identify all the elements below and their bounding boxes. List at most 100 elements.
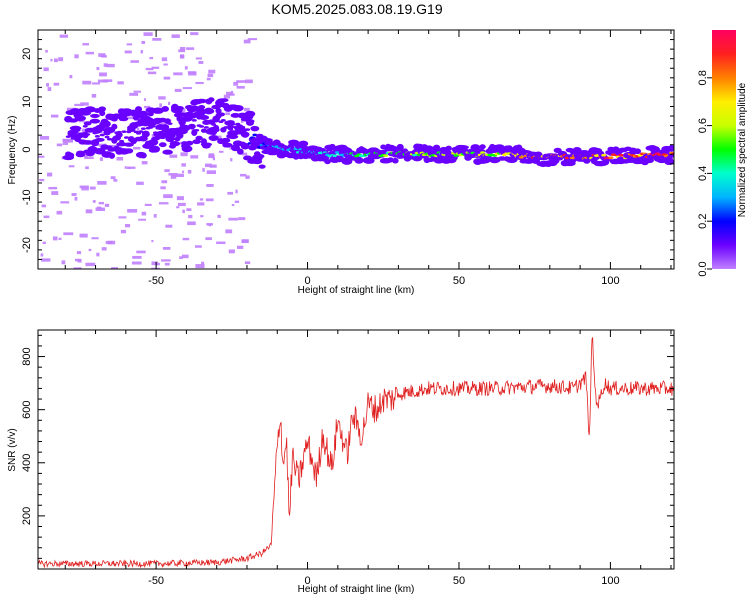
ridge-cell-outer <box>230 113 241 118</box>
noise-cell <box>83 153 88 158</box>
spectrogram-frame <box>37 29 675 270</box>
ridge-cell-outer <box>335 155 345 163</box>
noise-cell <box>62 138 72 142</box>
ridge-cell-core <box>194 128 200 132</box>
snr-panel: -50 0 50 100 200 400 600 800 Height of straigh… <box>7 329 675 595</box>
spectrogram-y-tick-label: 20 <box>21 48 33 60</box>
noise-cell <box>74 54 79 59</box>
noise-cell <box>243 39 251 44</box>
snr-y-ticks: 200 400 600 800 <box>21 334 674 570</box>
noise-cell <box>164 262 170 266</box>
ridge-cell-core <box>75 128 81 132</box>
noise-cell <box>205 237 212 241</box>
snr-frame <box>37 329 675 570</box>
noise-cell <box>182 87 192 90</box>
noise-cell <box>58 237 62 240</box>
noise-cell <box>96 252 100 257</box>
noise-cell <box>45 49 48 53</box>
noise-cell <box>160 186 166 190</box>
noise-cell <box>195 81 204 85</box>
noise-cell <box>245 175 250 179</box>
noise-cell <box>50 58 53 62</box>
noise-cell <box>88 248 92 252</box>
noise-cell <box>99 72 107 77</box>
noise-cell <box>188 71 197 76</box>
ridge-cell-core <box>167 122 173 125</box>
noise-cell <box>145 67 154 71</box>
noise-cell <box>39 136 50 140</box>
noise-cell <box>186 47 195 50</box>
colorbar-tick-label: 0.2 <box>697 214 709 229</box>
noise-cell <box>208 223 212 227</box>
noise-cell <box>120 229 127 234</box>
spectrogram-x-axis-label: Height of straight line (km) <box>298 285 415 296</box>
noise-cell <box>76 251 82 255</box>
noise-cell <box>56 210 63 215</box>
noise-cell <box>165 224 173 228</box>
ridge-cell-core <box>242 135 248 138</box>
ridge-cell-outer <box>158 142 167 148</box>
noise-cell <box>129 92 139 96</box>
ridge-cell-outer <box>90 113 100 118</box>
noise-cell <box>141 211 147 216</box>
noise-cell <box>228 249 235 254</box>
ridge-cell-core <box>150 125 156 128</box>
noise-cell <box>153 214 157 218</box>
noise-cell <box>40 253 44 257</box>
noise-cell <box>161 180 168 184</box>
noise-cell <box>168 172 178 176</box>
noise-cell <box>205 198 214 202</box>
noise-cell <box>205 163 212 168</box>
snr-series-line <box>37 336 674 569</box>
ridge-cell-core <box>138 130 144 133</box>
snr-x-tick-label: 0 <box>304 575 310 587</box>
noise-cell <box>141 40 146 44</box>
ridge-cell-outer <box>119 116 129 122</box>
noise-cell <box>102 79 113 82</box>
snr-x-ticks: -50 0 50 100 <box>64 330 672 587</box>
noise-cell <box>127 166 131 170</box>
ridge-cell-core <box>480 151 486 154</box>
noise-cell <box>180 152 188 157</box>
ridge-cell-core <box>143 133 149 137</box>
spectrogram-panel: -50 0 50 100 -20 -10 0 10 20 Height of straight… <box>7 29 675 296</box>
ridge-cell-outer <box>298 140 309 147</box>
noise-cell <box>201 261 205 265</box>
noise-cell <box>62 142 69 145</box>
ridge-cell-outer <box>181 145 193 153</box>
noise-cell <box>113 179 118 182</box>
noise-cell <box>51 191 59 195</box>
snr-y-tick-label: 400 <box>21 454 33 472</box>
ridge-cell-core <box>116 130 122 134</box>
ridge-cell-core <box>245 128 251 131</box>
noise-cell <box>225 112 231 115</box>
ridge-cell-outer <box>84 106 96 113</box>
noise-cell <box>126 166 136 169</box>
ridge-cell-outer <box>89 118 101 124</box>
spectrogram-y-tick-label: -10 <box>21 189 33 205</box>
ridge-cell-outer <box>196 98 207 104</box>
noise-cell <box>247 38 258 41</box>
ridge-cell-core <box>85 133 91 136</box>
ridge-cell-outer <box>207 97 215 103</box>
ridge-cell-outer <box>634 148 642 155</box>
noise-cell <box>74 103 84 107</box>
spectrogram-y-axis-label: Frequency (Hz) <box>7 116 18 185</box>
noise-cell <box>230 158 233 162</box>
spectrogram-y-tick-label: 0 <box>21 146 33 152</box>
spectrogram-plot-area <box>38 32 674 269</box>
noise-cell <box>176 196 184 201</box>
ridge-cell-core <box>208 120 214 123</box>
noise-cell <box>179 256 183 260</box>
noise-cell <box>206 77 211 81</box>
noise-cell <box>237 245 244 249</box>
ridge-cell-outer <box>99 110 106 117</box>
ridge-cell-core <box>140 127 146 130</box>
spectrogram-y-tick-label: -20 <box>21 237 33 253</box>
noise-cell <box>98 53 106 57</box>
noise-cell <box>180 54 185 58</box>
spectrogram-cells <box>38 32 674 269</box>
noise-cell <box>149 56 154 60</box>
noise-cell <box>85 209 93 214</box>
